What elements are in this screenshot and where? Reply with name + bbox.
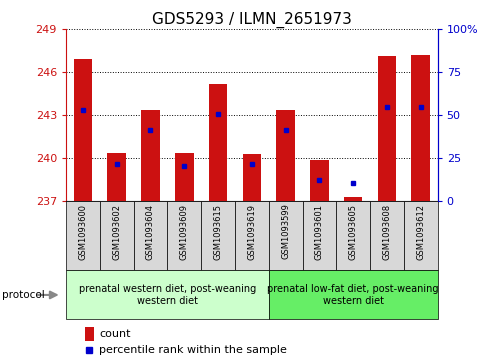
Bar	[208, 83, 227, 201]
Bar	[107, 152, 126, 201]
Text: GSM1093601: GSM1093601	[314, 204, 323, 260]
Bar	[242, 154, 261, 201]
Bar	[167, 201, 201, 270]
Text: GSM1093619: GSM1093619	[247, 204, 256, 260]
Text: GSM1093600: GSM1093600	[78, 204, 87, 260]
Text: prenatal low-fat diet, post-weaning
western diet: prenatal low-fat diet, post-weaning west…	[267, 284, 438, 306]
Bar	[84, 327, 94, 341]
Text: GSM1093615: GSM1093615	[213, 204, 222, 260]
Text: GSM1093612: GSM1093612	[415, 204, 425, 260]
Bar	[234, 201, 268, 270]
Text: prenatal western diet, post-weaning
western diet: prenatal western diet, post-weaning west…	[79, 284, 256, 306]
Text: GSM1093609: GSM1093609	[180, 204, 188, 260]
Bar	[410, 55, 429, 201]
Bar	[343, 197, 362, 201]
Bar	[74, 59, 92, 201]
Title: GDS5293 / ILMN_2651973: GDS5293 / ILMN_2651973	[152, 12, 351, 28]
Bar	[302, 201, 336, 270]
Bar	[175, 152, 193, 201]
Bar	[377, 56, 395, 201]
Bar	[133, 201, 167, 270]
Bar	[336, 201, 369, 270]
Text: GSM1093602: GSM1093602	[112, 204, 121, 260]
Bar	[100, 201, 133, 270]
Bar	[268, 270, 437, 319]
Text: GSM1093608: GSM1093608	[382, 204, 391, 260]
Bar	[201, 201, 234, 270]
Text: GSM1093604: GSM1093604	[146, 204, 155, 260]
Bar	[276, 110, 294, 201]
Bar	[403, 201, 437, 270]
Bar	[309, 160, 328, 201]
Bar	[66, 201, 100, 270]
Bar	[369, 201, 403, 270]
Text: GSM1093605: GSM1093605	[348, 204, 357, 260]
Bar	[268, 201, 302, 270]
Text: count: count	[99, 329, 131, 339]
Bar	[141, 110, 160, 201]
Text: GSM1093599: GSM1093599	[281, 204, 289, 260]
Bar	[66, 270, 268, 319]
Text: percentile rank within the sample: percentile rank within the sample	[99, 345, 287, 355]
Text: protocol: protocol	[2, 290, 45, 300]
